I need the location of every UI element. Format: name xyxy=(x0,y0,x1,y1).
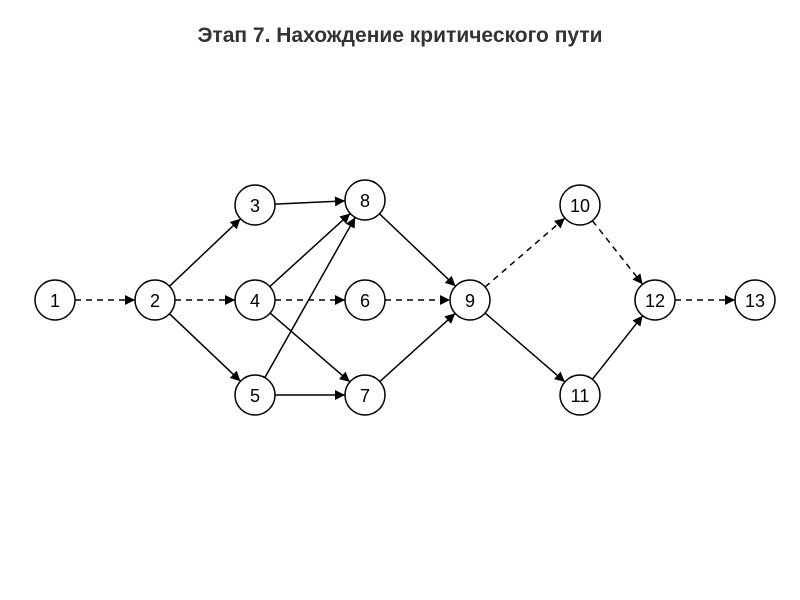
arrowhead-10-12 xyxy=(632,273,642,284)
edge-3-8 xyxy=(275,201,345,204)
node-9: 9 xyxy=(450,280,490,320)
node-3: 3 xyxy=(235,185,275,225)
node-11: 11 xyxy=(560,375,600,415)
node-label-2: 2 xyxy=(150,291,160,311)
node-label-7: 7 xyxy=(360,386,370,406)
node-label-13: 13 xyxy=(745,291,765,311)
node-label-12: 12 xyxy=(645,291,665,311)
edge-9-10 xyxy=(485,218,565,287)
edge-10-12 xyxy=(592,221,642,285)
arrowhead-2-4 xyxy=(225,295,235,305)
edge-5-8 xyxy=(265,217,355,377)
edge-2-3 xyxy=(169,219,240,286)
node-7: 7 xyxy=(345,375,385,415)
arrowhead-5-7 xyxy=(335,390,345,400)
node-1: 1 xyxy=(35,280,75,320)
node-label-10: 10 xyxy=(570,196,590,216)
edge-8-9 xyxy=(379,214,455,286)
node-12: 12 xyxy=(635,280,675,320)
edge-9-11 xyxy=(485,313,565,382)
node-13: 13 xyxy=(735,280,775,320)
arrowhead-12-13 xyxy=(725,295,735,305)
arrowhead-11-12 xyxy=(632,316,642,327)
arrowhead-4-6 xyxy=(335,295,345,305)
network-diagram: 12345678910111213 xyxy=(0,0,800,600)
node-6: 6 xyxy=(345,280,385,320)
node-label-3: 3 xyxy=(250,196,260,216)
node-label-6: 6 xyxy=(360,291,370,311)
node-2: 2 xyxy=(135,280,175,320)
node-label-4: 4 xyxy=(250,291,260,311)
nodes-layer: 12345678910111213 xyxy=(35,180,775,415)
edge-4-8 xyxy=(270,213,350,286)
node-10: 10 xyxy=(560,185,600,225)
edge-7-9 xyxy=(380,313,455,381)
arrowhead-6-9 xyxy=(440,295,450,305)
node-label-1: 1 xyxy=(50,291,60,311)
arrowhead-1-2 xyxy=(125,295,135,305)
node-label-8: 8 xyxy=(360,191,370,211)
node-5: 5 xyxy=(235,375,275,415)
node-label-5: 5 xyxy=(250,386,260,406)
node-4: 4 xyxy=(235,280,275,320)
node-label-9: 9 xyxy=(465,291,475,311)
edge-2-5 xyxy=(169,314,240,381)
arrowhead-3-8 xyxy=(335,196,345,206)
node-8: 8 xyxy=(345,180,385,220)
node-label-11: 11 xyxy=(571,386,590,406)
edge-11-12 xyxy=(592,316,642,380)
